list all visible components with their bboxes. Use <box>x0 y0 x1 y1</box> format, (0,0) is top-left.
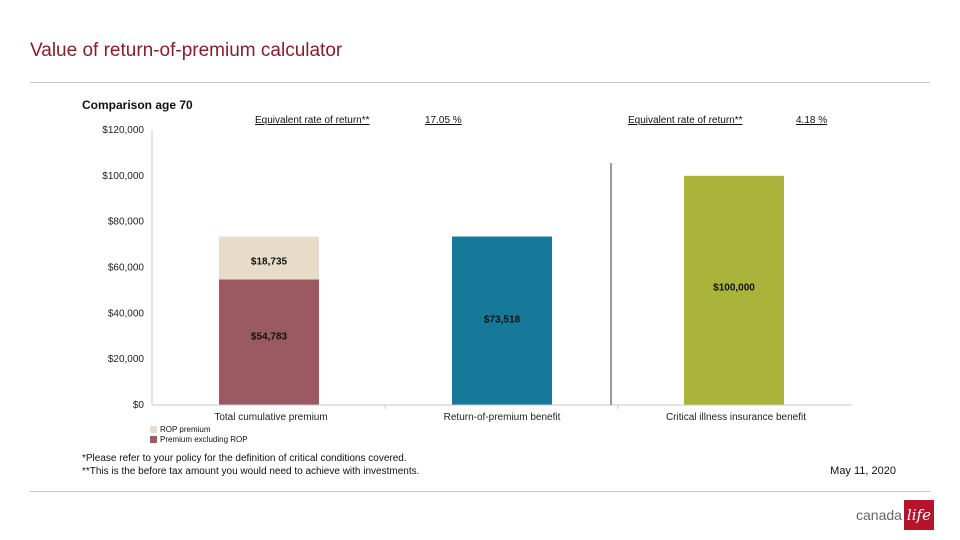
footnotes: *Please refer to your policy for the def… <box>82 452 419 478</box>
data-label: $100,000 <box>713 282 755 293</box>
bar-segment <box>219 279 319 405</box>
rate-of-return-left-label: Equivalent rate of return** <box>255 115 370 126</box>
legend-item-premium-excluding-rop: Premium excluding ROP <box>150 434 248 444</box>
legend-item-rop: ROP premium <box>150 424 248 434</box>
footnote-critical-conditions: *Please refer to your policy for the def… <box>82 453 407 464</box>
y-tick-label: $60,000 <box>108 263 145 274</box>
comparison-heading: Comparison age 70 <box>82 98 193 112</box>
data-label: $54,783 <box>251 332 288 343</box>
rate-of-return-right: Equivalent rate of return** 4.18 % <box>628 115 827 126</box>
y-tick-label: $0 <box>133 400 145 411</box>
rate-of-return-right-label: Equivalent rate of return** <box>628 115 743 126</box>
rate-of-return-left-value: 17.05 % <box>425 115 462 126</box>
y-tick-label: $100,000 <box>102 171 144 182</box>
bottom-divider <box>30 491 930 492</box>
rate-of-return-left: Equivalent rate of return** 17.05 % <box>255 115 462 126</box>
report-date: May 11, 2020 <box>830 465 896 477</box>
legend-swatch-premium-excluding-rop <box>150 435 157 443</box>
rate-of-return-right-value: 4.18 % <box>796 115 828 126</box>
y-tick-label: $40,000 <box>108 308 145 319</box>
footnote-before-tax: **This is the before tax amount you woul… <box>82 466 420 477</box>
logo-mark-icon: life <box>903 500 934 530</box>
chart-legend: ROP premium Premium excluding ROP <box>150 424 248 444</box>
bar-segment <box>219 236 319 280</box>
bar-segment <box>452 236 552 405</box>
page-title: Value of return-of-premium calculator <box>30 40 343 61</box>
legend-label-premium-excluding-rop: Premium excluding ROP <box>160 434 248 444</box>
data-label: $73,518 <box>484 314 521 325</box>
logo-wordmark: canada <box>856 507 902 523</box>
top-divider <box>30 82 930 83</box>
x-category-label: Critical illness insurance benefit <box>666 412 806 423</box>
bar-segment <box>684 175 784 405</box>
y-tick-label: $120,000 <box>102 125 144 136</box>
y-tick-label: $80,000 <box>108 217 145 228</box>
data-label: $18,735 <box>251 256 288 267</box>
y-tick-label: $20,000 <box>108 354 145 365</box>
canada-life-logo: canada life <box>856 500 934 530</box>
x-category-label: Return-of-premium benefit <box>444 412 561 423</box>
legend-label-rop: ROP premium <box>160 424 211 434</box>
legend-swatch-rop <box>150 425 157 433</box>
x-category-label: Total cumulative premium <box>214 412 327 423</box>
